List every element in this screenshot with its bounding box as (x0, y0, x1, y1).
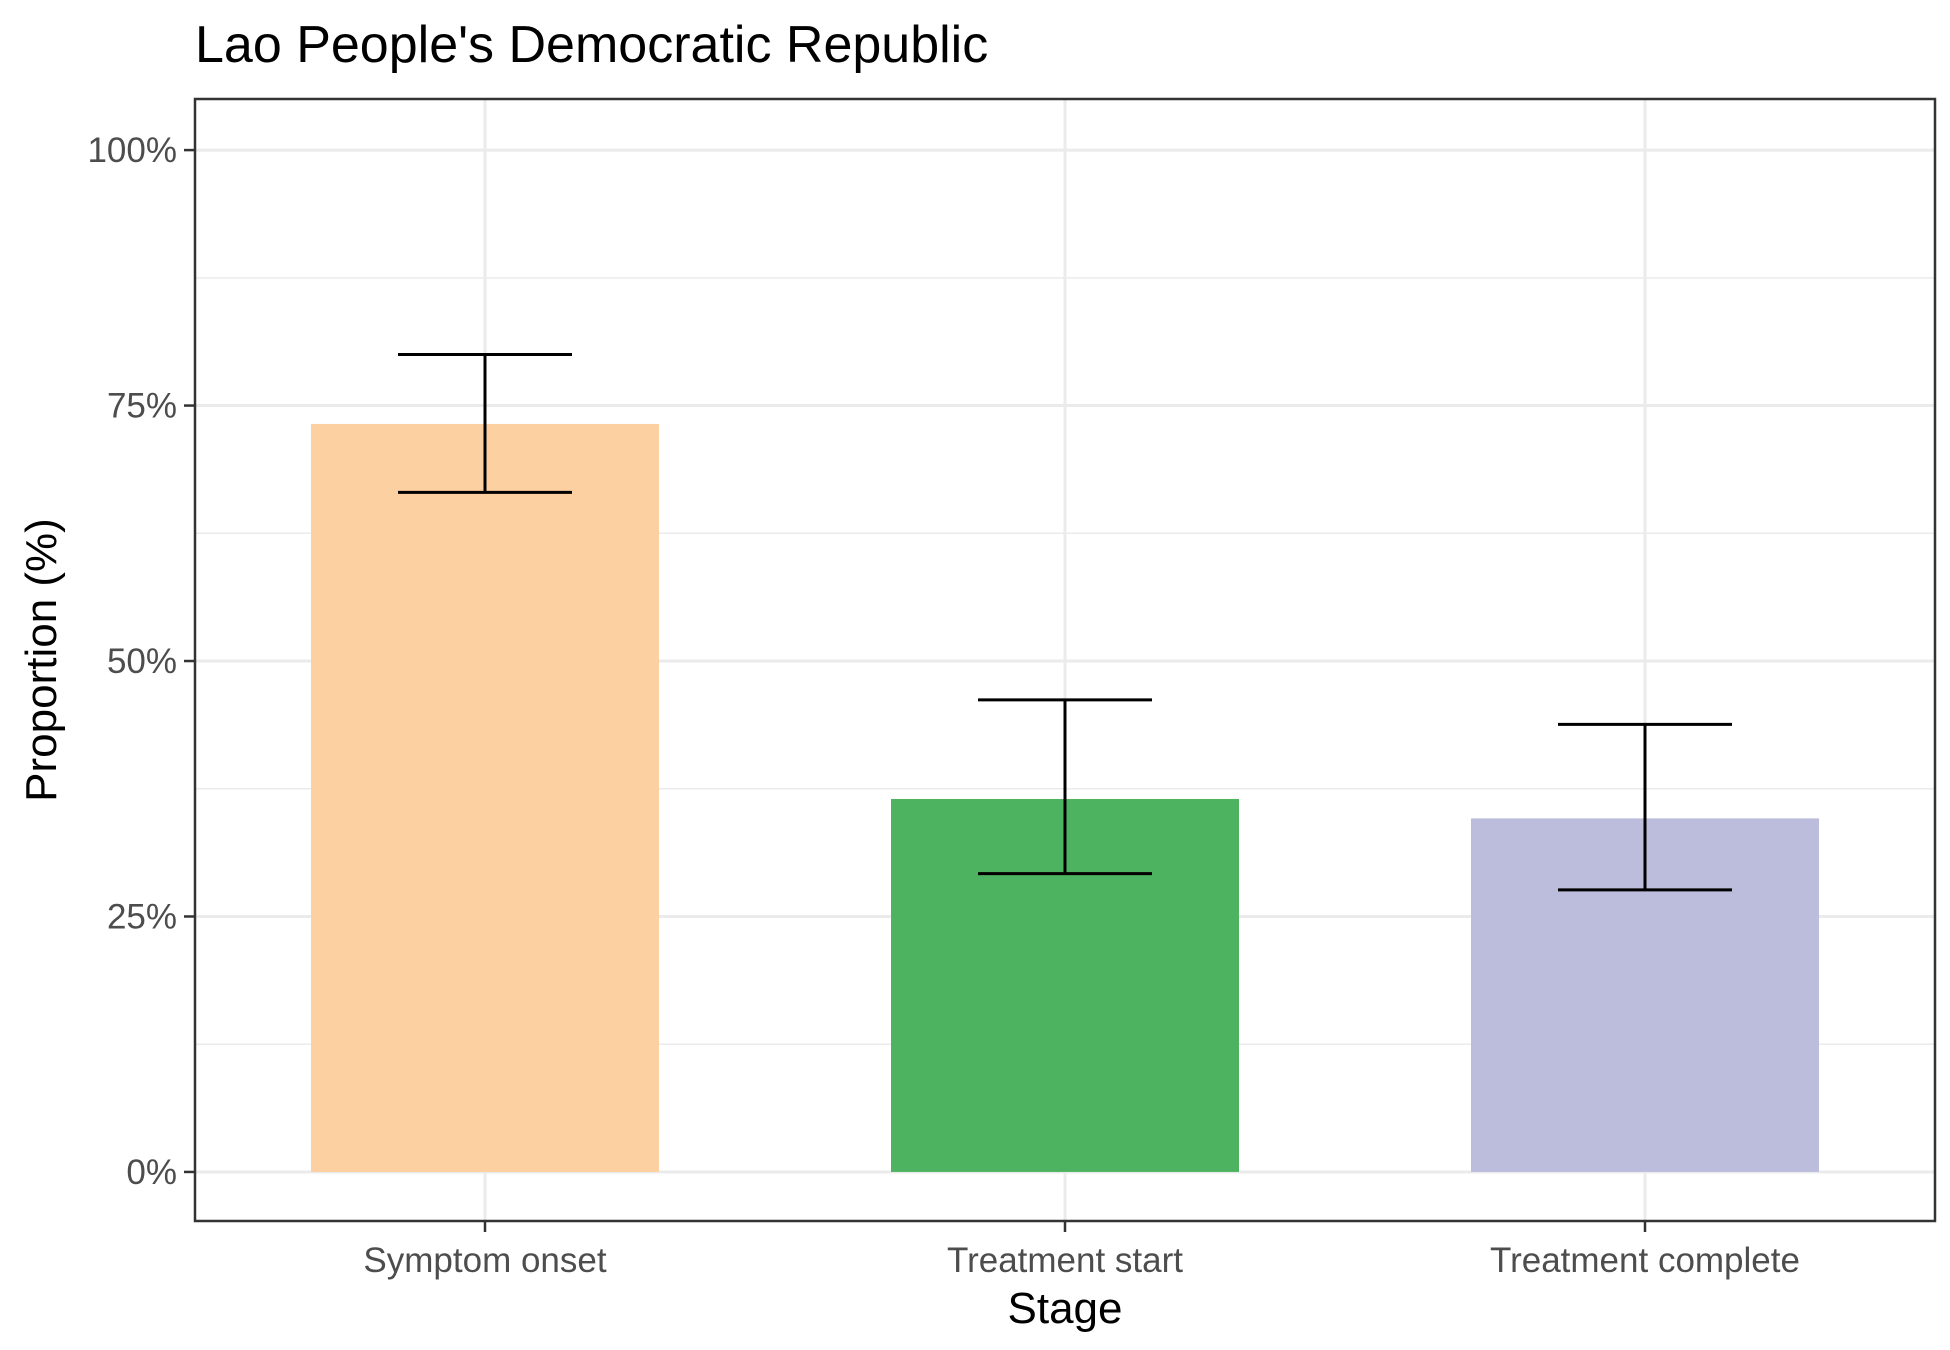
bars (311, 423, 1819, 1172)
x-axis: Symptom onset Treatment start Treatment co… (363, 1221, 1800, 1280)
error-bar (1558, 722, 1732, 892)
y-tick-label: 100% (87, 131, 177, 170)
y-axis: 0% 25% 50% 75% 100% (87, 131, 195, 1192)
x-tick-label: Treatment complete (1490, 1241, 1800, 1280)
y-tick-label: 50% (107, 642, 177, 681)
error-bars (398, 352, 1732, 892)
chart-title: Lao People's Democratic Republic (195, 16, 988, 74)
y-tick-label: 0% (126, 1153, 177, 1192)
bar (311, 423, 659, 1172)
x-tick-label: Symptom onset (363, 1241, 606, 1280)
y-tick-label: 25% (107, 897, 177, 936)
error-bar (398, 352, 572, 494)
y-axis-title: Proportion (%) (17, 518, 66, 802)
y-tick-label: 75% (107, 387, 177, 426)
x-axis-title: Stage (1008, 1284, 1123, 1333)
error-bar (978, 698, 1152, 876)
x-tick-label: Treatment start (947, 1241, 1183, 1280)
